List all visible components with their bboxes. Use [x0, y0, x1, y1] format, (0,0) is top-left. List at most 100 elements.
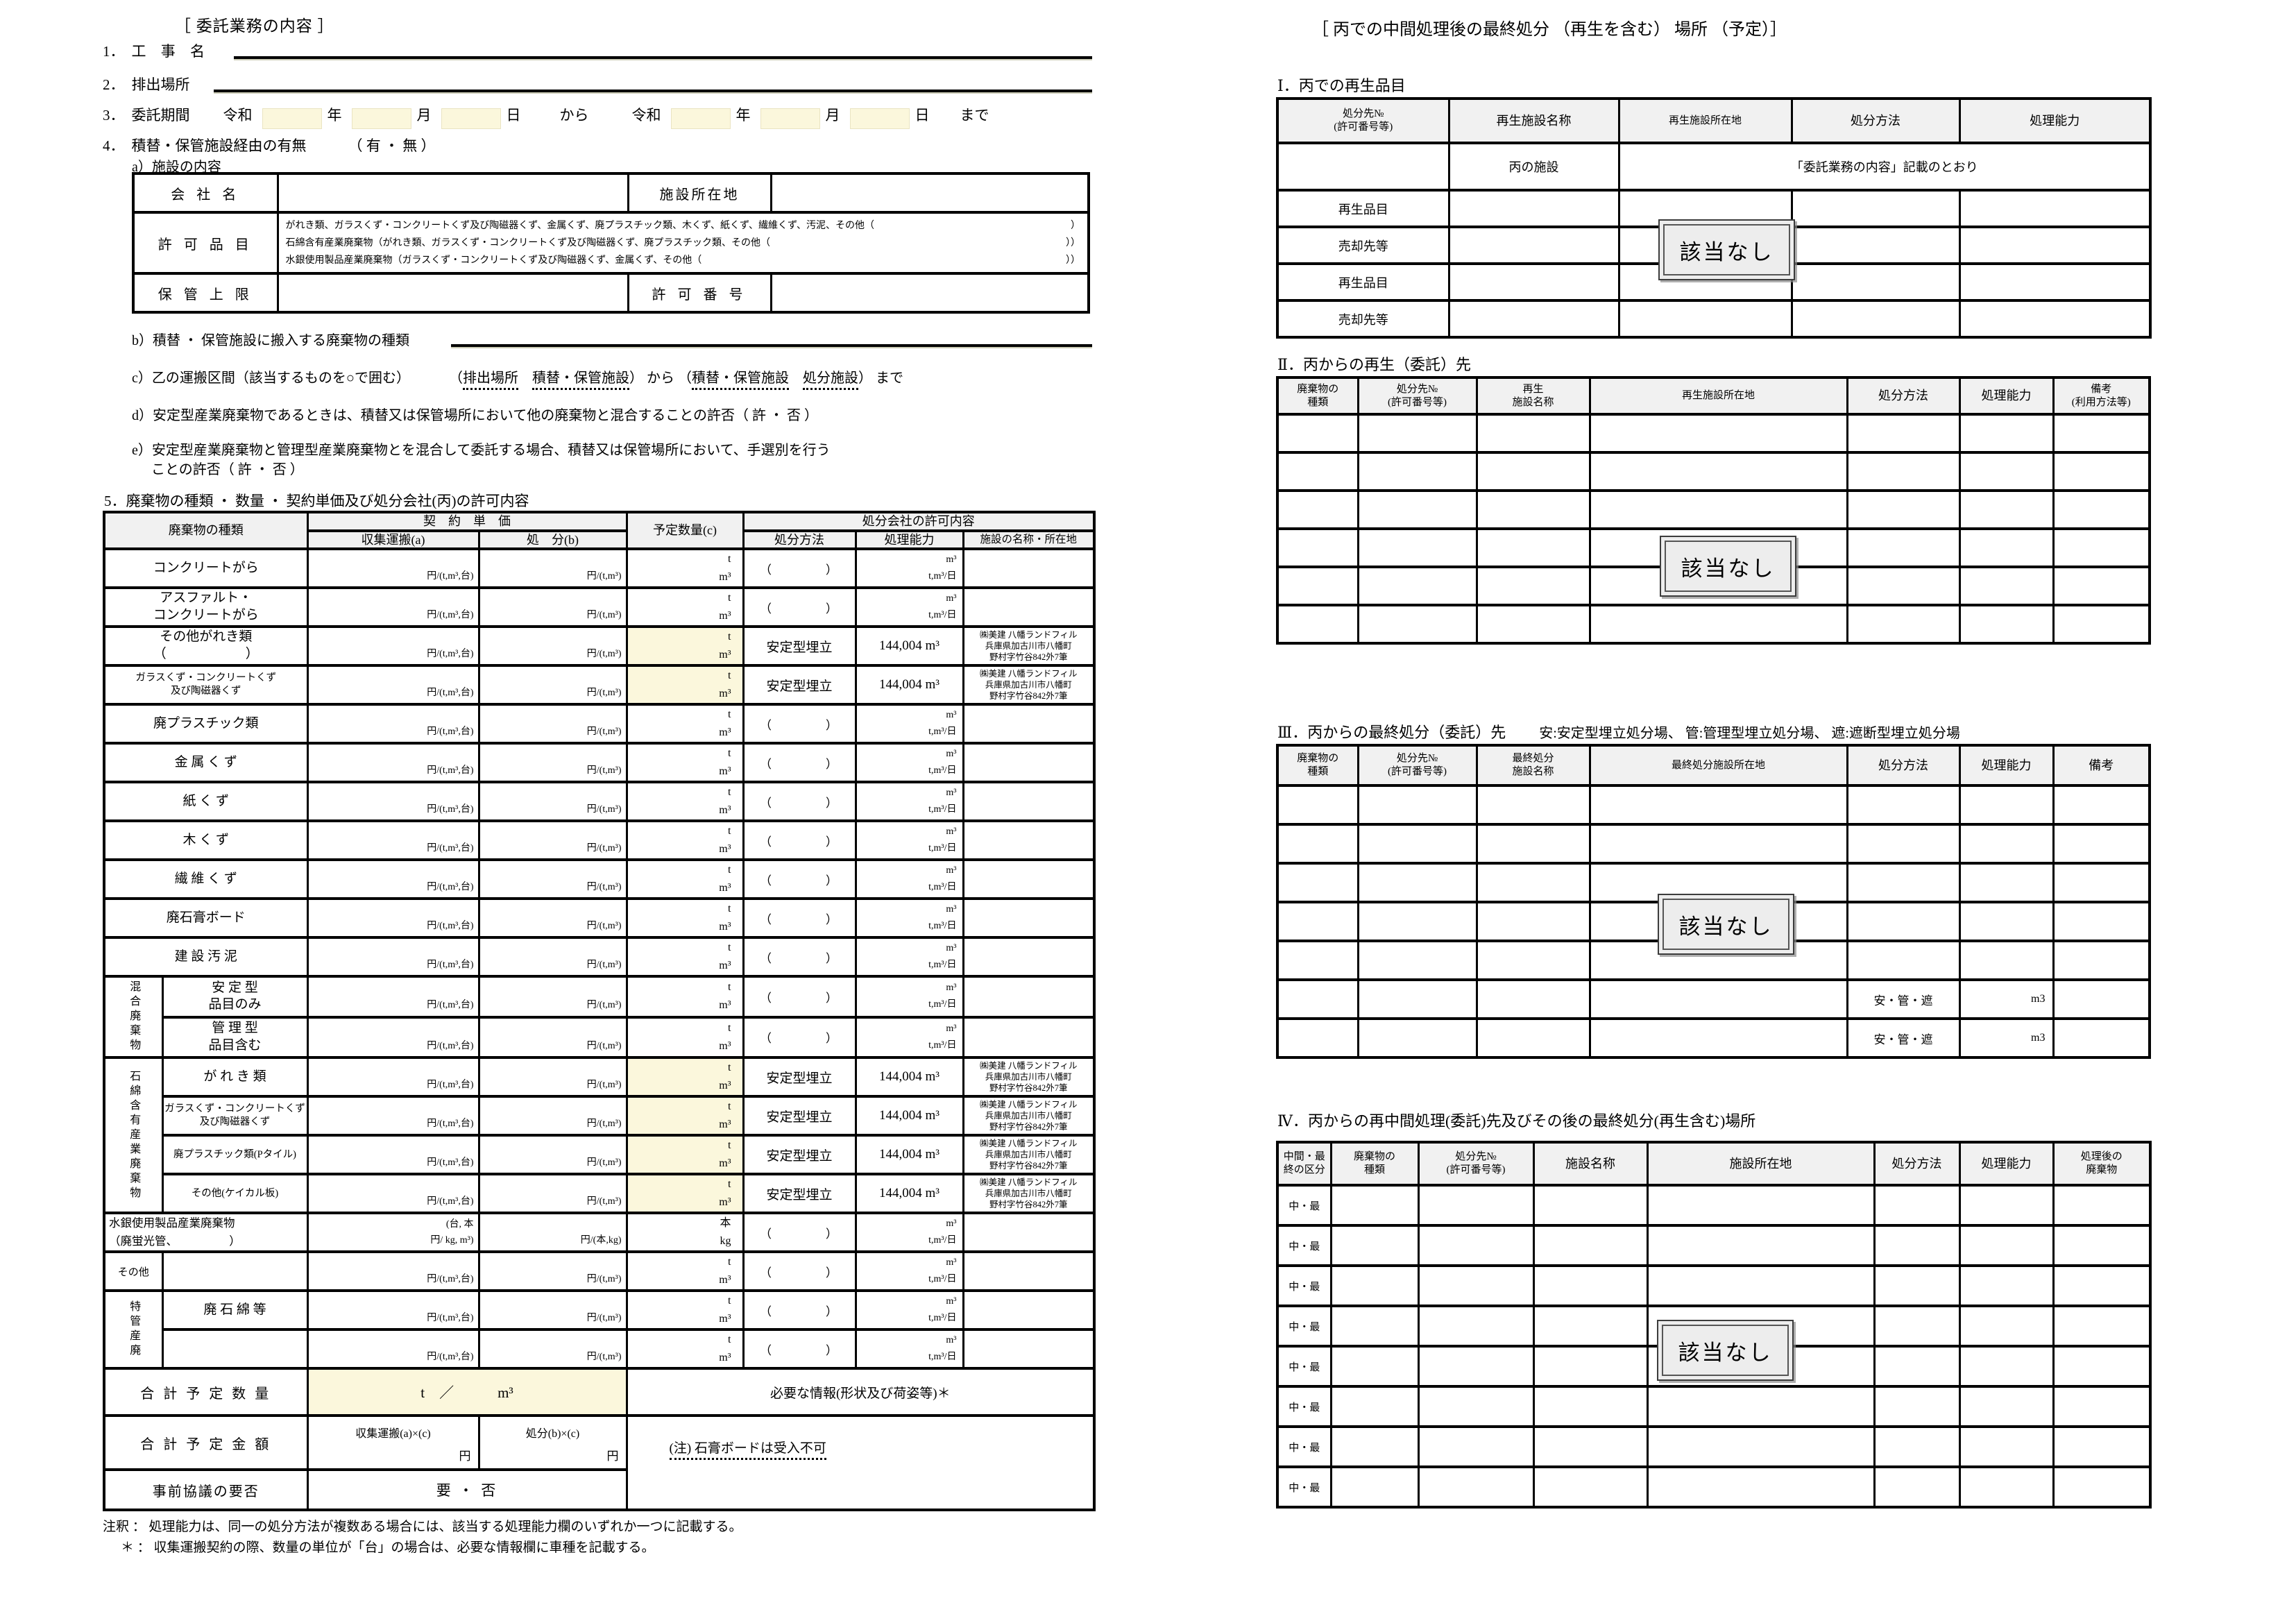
collect-unit-cell: 円/(t,m³,台) [306, 742, 480, 783]
not-applicable-stamp-4: 該当なし [1657, 1320, 1794, 1381]
cell [1276, 451, 1359, 492]
cell [1447, 262, 1620, 302]
column-header: 処分先№ (許可番号等) [1357, 744, 1478, 787]
facility-name-cell [962, 1289, 1096, 1331]
waste-row: 金 属 く ず円/(t,m³,台) 円/(t,m³) t m³ （ ） m³ t,m³/… [103, 742, 1096, 783]
waste-type-label: 廃プラスチック類 [103, 703, 309, 745]
section2-heading: Ⅱ．丙からの再生（委託）先 [1277, 356, 1471, 373]
disposal-method-cell: （ ） [742, 586, 857, 628]
waste-group-label: その他 [103, 1250, 164, 1292]
disposal-unit-cell: 円/(t,m³) [477, 664, 628, 706]
column-header: 処理能力 [1958, 1141, 2055, 1187]
facility-name-cell [962, 1328, 1096, 1370]
disposal-unit-cell: 円/(t,m³) [477, 858, 628, 900]
facility-name-cell: ㈱美建 八幡ランドフィル 兵庫県加古川市八幡町 野村字竹谷842外7筆 [962, 1095, 1096, 1137]
data-row [1276, 823, 2151, 865]
cell [1588, 823, 1848, 865]
collect-unit-cell: 円/(t,m³,台) [306, 897, 480, 939]
cell [1475, 413, 1591, 454]
facility-name-cell [962, 1212, 1096, 1253]
page-title: ［ 委託業務の内容 ］ [175, 17, 334, 35]
capacity-cell: m3 [1958, 1017, 2055, 1059]
cell [2052, 978, 2151, 1020]
cell [1475, 604, 1591, 645]
section4-heading: Ⅳ．丙からの再中間処理(委託)先及びその後の最終処分(再生含む)場所 [1277, 1112, 1756, 1130]
cell [2052, 527, 2151, 568]
planned-qty-cell: 本 kg [625, 1212, 745, 1253]
cell [1475, 978, 1591, 1020]
planned-qty-cell: t m³ [625, 781, 745, 822]
column-header: 処分方法 [1790, 97, 1961, 144]
header-row: 廃棄物の 種類 処分先№ (許可番号等) 再生 施設名称 再生施設所在地 処分方法 処理能… [1276, 376, 2151, 416]
cell [1873, 1224, 1961, 1267]
row-label-cell: 再生品目 [1276, 262, 1450, 302]
capacity-cell: m³ t,m³/日 [854, 742, 964, 783]
cell [1958, 1305, 2055, 1348]
facility-name-cell [962, 586, 1096, 628]
disposal-unit-cell: 円/(本,kg) [477, 1212, 628, 1253]
waste-row: 建 設 汚 泥円/(t,m³,台) 円/(t,m³) t m³ （ ） m³ t,m³/… [103, 936, 1096, 978]
cell [1958, 1224, 2055, 1267]
prior-consultation-row: 事前協議の要否要 ・ 否 [103, 1468, 1095, 1511]
data-row: 中・最 [1276, 1465, 2152, 1509]
disposal-method-cell: （ ） [742, 703, 857, 745]
cell [1329, 1345, 1420, 1388]
day-label2: 日 [915, 107, 930, 124]
disposal-method-cell: （ ） [742, 547, 857, 589]
data-row [1276, 489, 2151, 530]
row-label-cell: 再生品目 [1276, 189, 1450, 228]
cell [1873, 1305, 1961, 1348]
header-method: 処分方法 [742, 529, 857, 550]
data-row: 中・最 [1276, 1184, 2152, 1227]
cell [1958, 189, 2152, 228]
cell [2052, 823, 2151, 865]
cell [1588, 489, 1848, 530]
cell [2052, 566, 2151, 606]
cell [1588, 451, 1848, 492]
waste-row: 廃プラスチック類(Pタイル) 円/(t,m³,台) 円/(t,m³) t m³ 安定型埋… [104, 1134, 1096, 1175]
column-header: 廃棄物の 種類 [1276, 744, 1359, 787]
disposal-unit-cell: 円/(t,m³) [477, 781, 628, 822]
permit-number-value [769, 272, 1090, 314]
column-header: 施設名称 [1532, 1141, 1649, 1187]
cell [1357, 413, 1478, 454]
disposal-unit-cell: 円/(t,m³) [477, 1289, 628, 1331]
cell [1417, 1385, 1535, 1428]
cell [1958, 566, 2055, 606]
data-row: 中・最 [1276, 1385, 2152, 1428]
facility-name-cell [962, 897, 1096, 939]
discharge-site-blank-line [213, 89, 1092, 92]
item4-label: 積替・保管施設経由の有無 [131, 137, 307, 154]
waste-row: 石綿含有産業廃棄物が れ き 類円/(t,m³,台) 円/(t,m³) t m³ 安定… [103, 1056, 1096, 1214]
cell [1357, 451, 1478, 492]
waste-row: アスファルト・ コンクリートがら 円/(t,m³,台) 円/(t,m³) t m³ （ … [103, 586, 1096, 628]
day-label: 日 [506, 107, 521, 124]
not-applicable-stamp-3: 該当なし [1658, 894, 1794, 955]
waste-row: 混合廃棄物安 定 型 品目のみ 円/(t,m³,台) 円/(t,m³) t m³ （ ）… [103, 975, 1096, 1059]
total-qty-value: t ／ m³ [306, 1367, 628, 1417]
cell [1276, 1017, 1359, 1059]
planned-qty-cell: t m³ [625, 1016, 745, 1059]
collect-unit-cell: 円/(t,m³,台) [306, 664, 480, 706]
cell [1329, 1465, 1420, 1509]
right-page: ［ 丙での中間処理後の最終処分 （再生を含む） 場所 （予定）］ Ⅰ．丙での再生… [1276, 0, 2178, 1623]
year-label2: 年 [735, 107, 751, 124]
cell [1588, 784, 1848, 826]
item4-number: 4． [103, 137, 125, 154]
cell [1958, 1264, 2055, 1307]
header-contract-unit-price: 契 約 単 価 [306, 511, 628, 532]
waste-row: その他(ケイカル板) 円/(t,m³,台) 円/(t,m³) t m³ 安定型埋立 144… [104, 1173, 1096, 1214]
waste-row: 繊 維 く ず円/(t,m³,台) 円/(t,m³) t m³ （ ） m³ t,m³/… [103, 858, 1096, 900]
row-label-cell: 売却先等 [1276, 226, 1450, 265]
construction-name-blank-line [234, 56, 1092, 59]
facility-name-cell [962, 547, 1096, 589]
data-row: 中・最 [1276, 1425, 2152, 1468]
item4b-row: b）積替 ・ 保管施設に搬入する廃棄物の種類 [132, 329, 1094, 349]
collect-unit-cell: 円/(t,m³,台) [306, 1328, 480, 1370]
month-field [351, 108, 411, 129]
waste-type-label: 管 理 型 品目含む [161, 1016, 309, 1059]
cell [1417, 1264, 1535, 1307]
collect-unit-cell: 円/(t,m³,台) [306, 1016, 480, 1059]
capacity-cell [1958, 823, 2055, 865]
disposal-unit-cell: 円/(t,m³) [477, 975, 628, 1018]
